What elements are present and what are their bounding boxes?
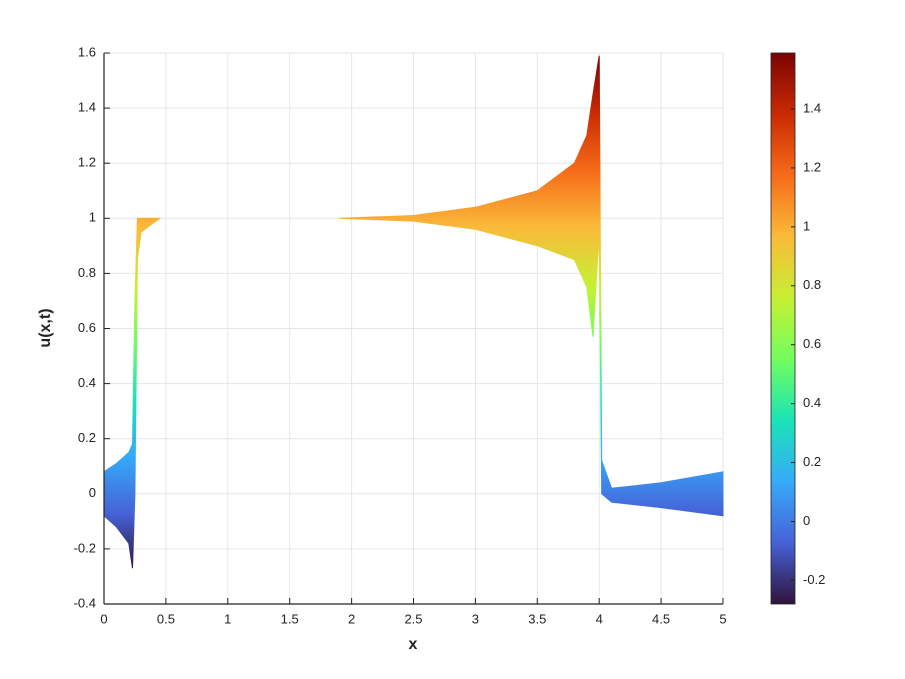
colorbar-tick-label: 0.4 — [803, 395, 821, 410]
colorbar-tick-label: 1 — [803, 218, 810, 233]
y-tick-label: 1 — [89, 210, 96, 225]
x-tick-label: 4 — [596, 611, 603, 626]
y-tick-label: 0 — [89, 485, 96, 500]
x-tick-label: 1.5 — [281, 611, 299, 626]
colorbar-tick-label: 1.2 — [803, 159, 821, 174]
colorbar-tick-label: 0 — [803, 513, 810, 528]
y-axis-label: u(x,t) — [37, 308, 54, 347]
y-tick-label: 1.4 — [78, 100, 96, 115]
colorbar-tick-label: 1.4 — [803, 100, 821, 115]
colorbar-tick-label: 0.6 — [803, 336, 821, 351]
y-tick-label: 0.2 — [78, 430, 96, 445]
y-tick-label: -0.2 — [74, 540, 96, 555]
x-axis-label: x — [409, 636, 418, 653]
x-tick-label: 2 — [348, 611, 355, 626]
colorbar — [770, 52, 796, 605]
y-tick-label: 1.6 — [78, 44, 96, 59]
y-tick-label: 1.2 — [78, 155, 96, 170]
y-tick-label: 0.6 — [78, 320, 96, 335]
solution-band — [103, 55, 724, 569]
x-tick-label: 0.5 — [157, 611, 175, 626]
x-tick-label: 3.5 — [528, 611, 546, 626]
colorbar-tick-label: 0.2 — [803, 454, 821, 469]
x-tick-label: 1 — [224, 611, 231, 626]
colorbar-tick-label: 0.8 — [803, 277, 821, 292]
colorbar-tick-label: -0.2 — [803, 572, 825, 587]
y-tick-label: -0.4 — [74, 595, 96, 610]
y-tick-label: 0.4 — [78, 375, 96, 390]
x-tick-label: 5 — [719, 611, 726, 626]
x-tick-label: 2.5 — [404, 611, 422, 626]
y-tick-label: 0.8 — [78, 265, 96, 280]
x-tick-label: 3 — [472, 611, 479, 626]
x-tick-label: 0 — [100, 611, 107, 626]
x-tick-label: 4.5 — [652, 611, 670, 626]
